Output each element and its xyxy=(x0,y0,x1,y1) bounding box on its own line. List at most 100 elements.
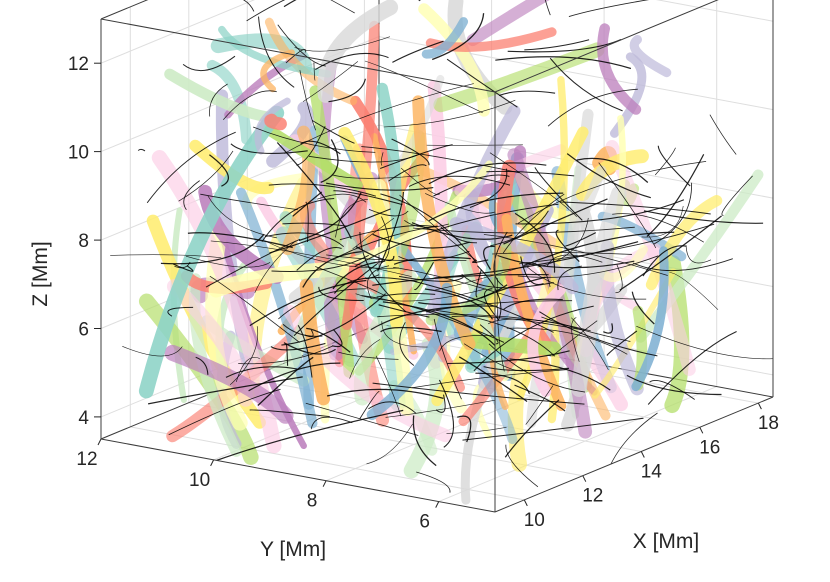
field-line xyxy=(451,315,585,331)
field-line-bundle xyxy=(575,149,649,202)
field-line xyxy=(392,40,444,63)
field-line xyxy=(299,70,317,131)
y-tick-mark xyxy=(210,459,215,467)
field-line-bundle xyxy=(264,113,287,131)
field-line xyxy=(509,358,611,391)
field-line xyxy=(483,234,668,276)
field-line xyxy=(514,212,556,273)
field-line xyxy=(523,231,675,267)
field-line xyxy=(376,293,436,298)
field-line xyxy=(669,272,719,310)
field-line xyxy=(305,402,419,436)
field-line xyxy=(380,326,442,333)
y-tick-mark xyxy=(435,501,440,508)
field-line-bundle xyxy=(629,35,672,78)
field-line xyxy=(418,0,421,2)
field-line xyxy=(438,379,455,448)
field-line xyxy=(435,394,446,413)
field-line xyxy=(110,254,222,259)
field-line xyxy=(246,0,286,22)
field-line xyxy=(308,154,420,163)
field-line xyxy=(381,321,428,348)
field-line xyxy=(293,262,379,337)
field-line xyxy=(167,306,194,317)
field-line xyxy=(685,245,712,264)
box-edge xyxy=(494,0,719,93)
field-line xyxy=(249,409,330,418)
field-line xyxy=(606,330,638,356)
field-line xyxy=(544,0,551,16)
field-line xyxy=(520,256,544,286)
field-line xyxy=(258,16,295,88)
field-line xyxy=(399,275,464,282)
field-line-bundle xyxy=(571,185,627,397)
field-line xyxy=(367,265,390,300)
grid-line xyxy=(130,426,525,501)
field-line xyxy=(283,342,336,355)
field-line xyxy=(571,317,609,371)
field-line xyxy=(187,232,293,249)
field-line-bundle xyxy=(198,184,284,284)
field-line xyxy=(503,298,563,310)
field-line xyxy=(349,339,381,379)
field-line xyxy=(462,417,644,441)
field-line xyxy=(647,331,737,405)
field-line xyxy=(252,126,376,153)
x-tick-mark xyxy=(582,475,587,482)
field-line xyxy=(339,225,436,241)
field-line xyxy=(282,222,348,227)
field-line xyxy=(223,90,277,120)
field-line xyxy=(375,355,402,417)
field-line-bundle xyxy=(260,49,295,93)
field-line xyxy=(264,232,344,248)
field-line xyxy=(497,254,635,269)
box-edge xyxy=(100,18,496,93)
field-line xyxy=(433,318,462,400)
field-line xyxy=(302,61,359,102)
field-line xyxy=(426,300,573,313)
field-line-bundle xyxy=(597,23,642,115)
field-line xyxy=(434,241,639,279)
field-line xyxy=(355,288,487,302)
field-line xyxy=(168,388,281,436)
field-line-bundle xyxy=(220,237,307,450)
field-line xyxy=(495,56,632,70)
field-line-bundle xyxy=(218,25,332,78)
field-line xyxy=(195,356,209,375)
grid-line xyxy=(655,0,774,22)
field-line xyxy=(366,423,413,465)
field-line xyxy=(615,264,623,294)
field-line xyxy=(457,415,472,443)
field-line xyxy=(428,162,547,185)
field-line xyxy=(435,309,556,357)
field-line xyxy=(469,168,508,208)
field-line xyxy=(248,362,341,392)
field-line xyxy=(209,83,228,117)
field-line xyxy=(515,199,685,225)
field-line xyxy=(261,198,335,242)
field-line xyxy=(382,301,496,347)
field-line xyxy=(626,374,722,396)
field-line xyxy=(400,167,441,195)
field-line xyxy=(525,385,554,425)
field-line xyxy=(565,232,597,247)
field-line xyxy=(229,326,259,386)
y-tick-label: 10 xyxy=(189,470,210,491)
z-tick-label: 6 xyxy=(78,320,89,341)
field-line xyxy=(185,255,271,268)
field-line xyxy=(284,83,474,154)
field-line xyxy=(473,305,594,372)
field-line xyxy=(446,58,518,108)
field-line xyxy=(209,275,300,343)
field-line xyxy=(385,399,496,418)
z-tick-label: 12 xyxy=(68,54,89,75)
field-line xyxy=(488,343,586,393)
field-line xyxy=(315,266,384,296)
field-line xyxy=(305,201,309,243)
z-tick-label: 4 xyxy=(78,408,89,429)
field-line xyxy=(306,327,351,353)
field-line xyxy=(547,88,638,127)
field-line xyxy=(296,126,326,166)
field-line xyxy=(398,250,470,262)
